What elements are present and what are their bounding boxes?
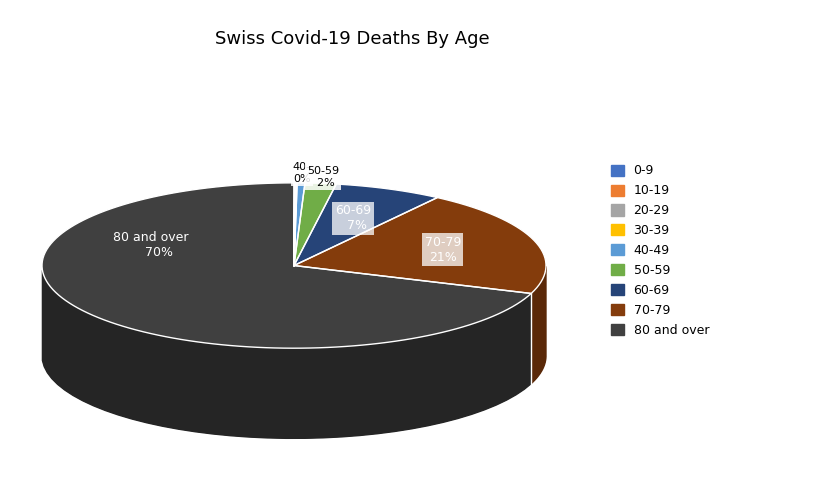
Polygon shape [294, 197, 546, 294]
Polygon shape [294, 184, 438, 266]
Text: 40-
0%: 40- 0% [293, 162, 311, 184]
Text: 50-59
  2%: 50-59 2% [307, 166, 339, 187]
Polygon shape [42, 183, 531, 348]
Text: 60-69
  7%: 60-69 7% [335, 204, 371, 232]
Polygon shape [531, 267, 546, 384]
Polygon shape [294, 183, 296, 266]
Text: Swiss Covid-19 Deaths By Age: Swiss Covid-19 Deaths By Age [216, 30, 490, 48]
Polygon shape [43, 271, 531, 438]
Polygon shape [294, 183, 297, 266]
Polygon shape [531, 267, 546, 384]
Polygon shape [42, 268, 531, 438]
Text: 70-79
21%: 70-79 21% [424, 236, 461, 264]
Polygon shape [294, 183, 297, 266]
Text: 80 and over
    70%: 80 and over 70% [113, 231, 189, 260]
Legend: 0-9, 10-19, 20-29, 30-39, 40-49, 50-59, 60-69, 70-79, 80 and over: 0-9, 10-19, 20-29, 30-39, 40-49, 50-59, … [611, 164, 709, 337]
Polygon shape [294, 183, 305, 266]
Polygon shape [294, 183, 336, 266]
